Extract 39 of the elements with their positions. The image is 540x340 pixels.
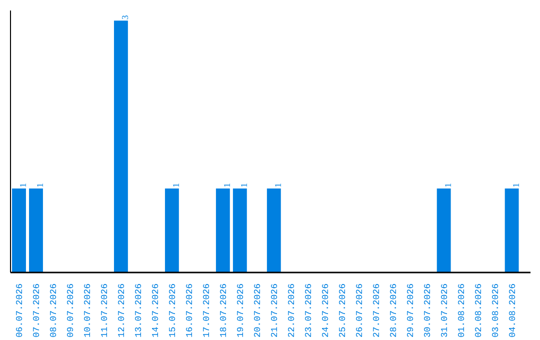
x-tick-label: 14.07.2026: [150, 283, 161, 338]
x-tick-label: 20.07.2026: [252, 283, 263, 338]
x-tick-label: 13.07.2026: [134, 283, 144, 338]
x-tick-label: 09.07.2026: [66, 283, 76, 338]
x-tick-label: 29.07.2026: [406, 283, 416, 338]
data-label: 1: [238, 183, 249, 188]
x-tick-label: 01.08.2026: [456, 283, 467, 338]
x-tick-label: 31.07.2026: [440, 283, 450, 338]
x-tick-label: 04.08.2026: [508, 283, 518, 338]
x-tick-label: 23.07.2026: [304, 283, 314, 338]
x-tick-label: 17.07.2026: [202, 283, 212, 338]
data-label: 1: [442, 183, 453, 188]
data-label: 1: [272, 183, 283, 188]
data-label: 1: [18, 183, 28, 188]
x-tick-label: 07.07.2026: [32, 283, 42, 338]
x-tick-label: 30.07.2026: [422, 283, 433, 338]
x-tick-label: 22.07.2026: [286, 283, 297, 338]
x-tick-label: 25.07.2026: [338, 283, 348, 338]
x-tick-label: 12.07.2026: [116, 283, 127, 338]
x-tick-label: 26.07.2026: [354, 283, 365, 338]
data-label: 1: [170, 183, 181, 188]
x-tick-label: 21.07.2026: [270, 283, 280, 338]
x-tick-label: 19.07.2026: [236, 283, 246, 338]
x-tick-label: 16.07.2026: [184, 283, 195, 338]
x-tick-label: 02.08.2026: [474, 283, 484, 338]
data-label: 1: [510, 183, 521, 188]
x-tick-label: 03.08.2026: [490, 283, 501, 338]
x-tick-label: 15.07.2026: [168, 283, 178, 338]
x-tick-label: 24.07.2026: [320, 283, 331, 338]
x-tick-label: 11.07.2026: [100, 283, 110, 338]
x-tick-label: 08.07.2026: [48, 283, 59, 338]
x-tick-label: 06.07.2026: [14, 283, 25, 338]
data-label: 1: [34, 183, 45, 188]
data-label: 3: [120, 14, 130, 20]
x-tick-label: 28.07.2026: [388, 283, 399, 338]
x-tick-label: 27.07.2026: [372, 283, 382, 338]
x-tick-label: 10.07.2026: [82, 283, 93, 338]
x-tick-label: 18.07.2026: [218, 283, 229, 338]
data-label: 1: [222, 183, 232, 188]
